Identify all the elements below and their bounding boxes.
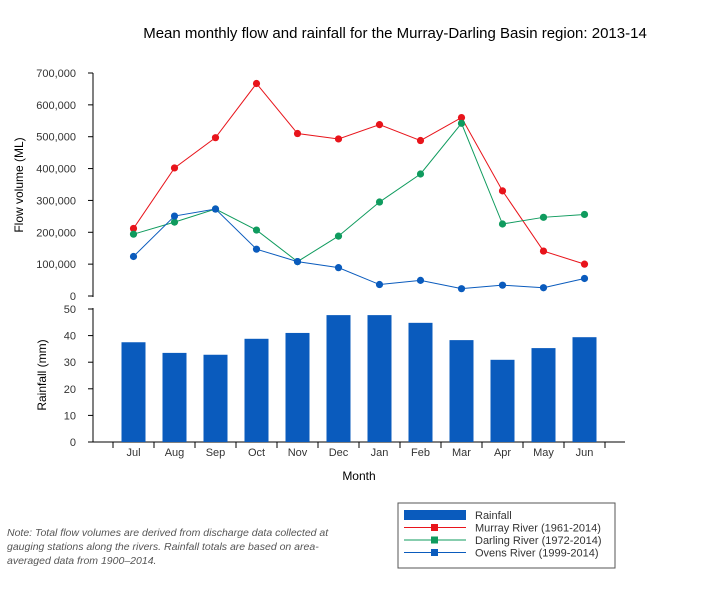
- x-tick-label-apr: Apr: [494, 447, 511, 459]
- rain-y-ticks: 0 10 20 30 40 50: [64, 304, 93, 449]
- rainfall-bar-dec: [326, 315, 351, 442]
- flow-y-tick-label: 200,000: [36, 227, 76, 239]
- murray-river-point-oct: [252, 79, 261, 88]
- flow-y-tick-label: 500,000: [36, 132, 76, 144]
- rain-y-tick-label: 10: [64, 410, 76, 422]
- legend-entry-label: Rainfall: [475, 510, 512, 522]
- rainfall-bar-jun: [572, 337, 597, 442]
- rainfall-bar-nov: [285, 332, 310, 442]
- murray-river-point-dec: [334, 135, 343, 143]
- x-axis-label: Month: [342, 469, 375, 483]
- ovens-river-point-feb: [416, 276, 425, 284]
- murray-river-point-aug: [170, 164, 179, 172]
- flow-y-axis-label: Flow volume (ML): [12, 137, 26, 232]
- rainfall-bar-apr: [490, 359, 515, 442]
- ovens-river-point-mar: [457, 285, 466, 293]
- rainfall-bar-sep: [203, 354, 228, 442]
- x-tick-label-aug: Aug: [165, 447, 185, 459]
- flow-lines: [129, 79, 589, 293]
- legend-entry-label: Murray River (1961-2014): [475, 523, 601, 535]
- ovens-river-point-jun: [580, 274, 589, 283]
- murray-river-point-mar: [457, 114, 466, 122]
- murray-river-point-feb: [416, 136, 425, 145]
- x-tick-label-oct: Oct: [248, 447, 265, 459]
- murray-river-point-jun: [580, 260, 589, 268]
- rainfall-bars: [121, 315, 597, 442]
- rainfall-bar-feb: [408, 322, 433, 442]
- legend-swatch-marker: [431, 536, 438, 544]
- ovens-river-point-sep: [211, 205, 220, 213]
- flow-y-tick-label: 700,000: [36, 68, 76, 80]
- x-tick-label-sep: Sep: [206, 447, 226, 459]
- x-tick-label-nov: Nov: [288, 447, 308, 459]
- darling-river-point-dec: [334, 232, 343, 240]
- x-tick-label-jul: Jul: [126, 447, 140, 459]
- darling-river-point-mar: [457, 119, 466, 127]
- rainfall-bar-jan: [367, 315, 392, 442]
- flow-y-tick-label: 400,000: [36, 164, 76, 176]
- darling-river-point-feb: [416, 170, 425, 178]
- x-tick-label-jan: Jan: [371, 447, 389, 459]
- murray-river-point-nov: [293, 129, 302, 138]
- ovens-river-point-may: [539, 284, 548, 292]
- darling-river-point-jun: [580, 210, 589, 219]
- rainfall-panel: 0 10 20 30 40 50 Rainfall (mm) Jul Aug Sep Oct No…: [35, 304, 625, 483]
- flow-y-tick-label: 300,000: [36, 195, 76, 207]
- darling-river-point-may: [539, 213, 548, 221]
- x-tick-label-jun: Jun: [576, 447, 594, 459]
- ovens-river-point-dec: [334, 264, 343, 272]
- ovens-river-point-aug: [170, 212, 179, 220]
- murray-river-point-sep: [211, 134, 220, 142]
- murray-river-line: [133, 82, 585, 265]
- x-tick-label-feb: Feb: [411, 447, 430, 459]
- rain-y-tick-label: 20: [64, 384, 76, 396]
- rain-y-tick-label: 40: [64, 331, 76, 343]
- rainfall-bar-aug: [162, 352, 187, 442]
- murray-river-point-may: [539, 247, 548, 255]
- ovens-river-point-jul: [129, 252, 138, 261]
- x-ticks: Jul Aug Sep Oct Nov Dec Jan Feb Mar Apr May Jun: [112, 442, 606, 459]
- ovens-river-point-nov: [293, 257, 302, 266]
- rain-y-tick-label: 30: [64, 357, 76, 369]
- ovens-river-point-oct: [252, 245, 261, 253]
- x-tick-label-mar: Mar: [452, 447, 471, 459]
- rainfall-bar-mar: [449, 340, 474, 442]
- ovens-river-point-apr: [498, 281, 507, 289]
- rainfall-bar-may: [531, 348, 556, 442]
- rainfall-bar-jul: [121, 342, 146, 442]
- legend-entry-label: Darling River (1972-2014): [475, 535, 602, 547]
- flow-y-tick-label: 0: [70, 291, 76, 303]
- flow-panel: 0 100,000 200,000 300,000 400,000 500,000 600,…: [12, 68, 589, 303]
- flow-y-tick-label: 100,000: [36, 259, 76, 271]
- rainfall-bar-oct: [244, 338, 269, 442]
- chart-title: Mean monthly flow and rainfall for the M…: [143, 25, 647, 42]
- murray-river-point-jul: [129, 224, 138, 233]
- ovens-river-line: [133, 208, 585, 290]
- rain-y-tick-label: 0: [70, 437, 76, 449]
- rain-y-axis-label: Rainfall (mm): [35, 339, 49, 410]
- flow-y-ticks: 0 100,000 200,000 300,000 400,000 500,000 600,…: [36, 68, 93, 303]
- legend-entry-label: Ovens River (1999-2014): [475, 548, 599, 560]
- darling-river-point-jan: [375, 198, 384, 206]
- darling-river-point-apr: [498, 220, 507, 228]
- flow-y-tick-label: 600,000: [36, 100, 76, 112]
- darling-river-point-aug: [170, 218, 179, 226]
- chart-note: Note: Total flow volumes are derived fro…: [7, 527, 329, 567]
- x-tick-label-dec: Dec: [329, 447, 349, 459]
- murray-river-point-apr: [498, 187, 507, 195]
- darling-river-line: [133, 122, 585, 263]
- darling-river-point-jul: [129, 230, 138, 238]
- legend-swatch-rainfall: [404, 510, 466, 520]
- murray-river-point-jan: [375, 121, 384, 129]
- x-tick-label-may: May: [533, 447, 554, 459]
- legend-swatch-marker: [431, 549, 438, 556]
- rain-y-tick-label: 50: [64, 304, 76, 316]
- ovens-river-point-jan: [375, 280, 384, 289]
- legend-swatch-marker: [431, 524, 438, 531]
- darling-river-point-oct: [252, 226, 261, 234]
